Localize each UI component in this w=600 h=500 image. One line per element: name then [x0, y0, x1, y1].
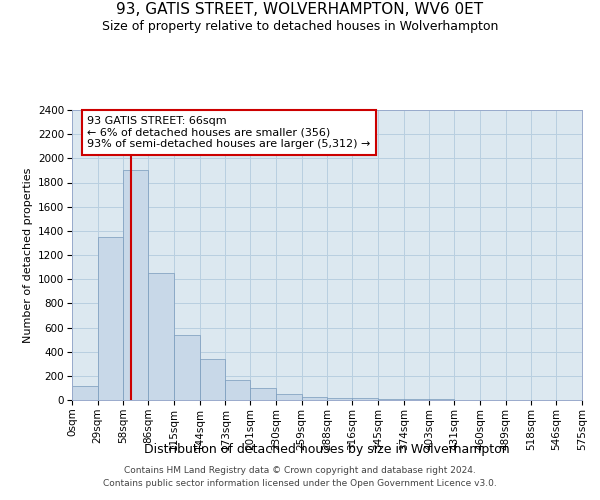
Text: Size of property relative to detached houses in Wolverhampton: Size of property relative to detached ho… [102, 20, 498, 33]
Bar [72, 386, 98, 400]
Text: Distribution of detached houses by size in Wolverhampton: Distribution of detached houses by size … [144, 442, 510, 456]
Bar [302, 396, 328, 400]
Bar [148, 273, 174, 400]
Text: 93, GATIS STREET, WOLVERHAMPTON, WV6 0ET: 93, GATIS STREET, WOLVERHAMPTON, WV6 0ET [116, 2, 484, 18]
Bar [404, 399, 430, 400]
Text: 93 GATIS STREET: 66sqm
← 6% of detached houses are smaller (356)
93% of semi-det: 93 GATIS STREET: 66sqm ← 6% of detached … [88, 116, 371, 149]
Bar [98, 237, 124, 400]
Bar [226, 380, 250, 400]
Bar [378, 398, 404, 400]
Text: Contains HM Land Registry data © Crown copyright and database right 2024.
Contai: Contains HM Land Registry data © Crown c… [103, 466, 497, 487]
Bar [174, 335, 200, 400]
Bar [200, 359, 226, 400]
Bar [124, 170, 148, 400]
Bar [250, 388, 276, 400]
Bar [276, 394, 302, 400]
Y-axis label: Number of detached properties: Number of detached properties [23, 168, 32, 342]
Bar [352, 398, 378, 400]
Bar [328, 398, 352, 400]
